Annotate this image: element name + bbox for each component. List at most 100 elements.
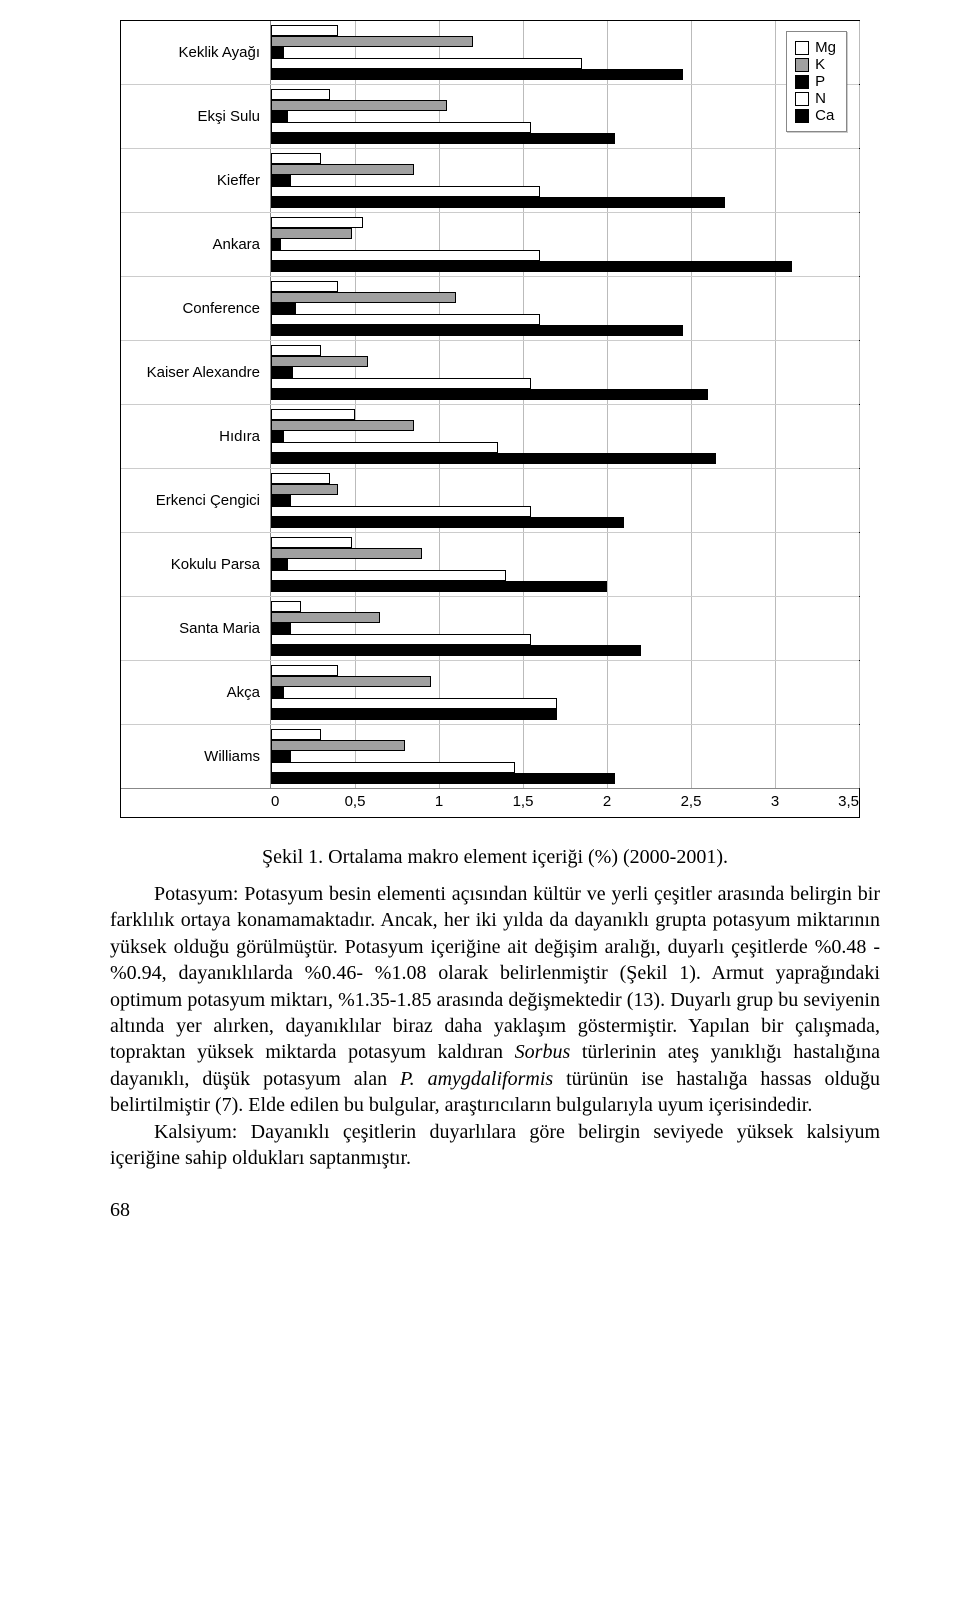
chart-category: Williams [121,724,859,788]
category-bars [271,85,859,148]
bar-ca [271,325,683,336]
category-bars [271,21,859,84]
body-text: Potasyum: Potasyum besin elementi açısın… [110,881,880,1171]
bar-n [271,762,515,773]
category-label: Keklik Ayağı [121,21,271,84]
bar-k [271,676,431,687]
category-bars [271,597,859,660]
bar-k [271,228,352,239]
bar-k [271,548,422,559]
legend-label: P [815,74,825,89]
chart-category: Kokulu Parsa [121,532,859,596]
category-label: Akça [121,661,271,724]
chart-category: Ankara [121,212,859,276]
legend-swatch [795,41,809,55]
chart-x-axis: 00,511,522,533,5 [121,788,859,817]
bar-mg [271,25,338,36]
bar-n [271,442,498,453]
x-tick: 3 [771,793,779,810]
bar-k [271,292,456,303]
chart-category: Akça [121,660,859,724]
bar-p [271,559,288,570]
legend-swatch [795,109,809,123]
legend-swatch [795,92,809,106]
category-label: Williams [121,725,271,788]
chart-category: Kieffer [121,148,859,212]
legend-item: P [795,74,836,89]
legend-item: N [795,91,836,106]
chart-category: Kaiser Alexandre [121,340,859,404]
bar-ca [271,773,615,784]
bar-ca [271,517,624,528]
bar-p [271,495,291,506]
legend-swatch [795,58,809,72]
bar-ca [271,645,641,656]
bar-n [271,634,531,645]
bar-ca [271,709,557,720]
bar-mg [271,537,352,548]
bar-k [271,356,368,367]
x-tick: 3,5 [838,793,859,810]
bar-n [271,378,531,389]
bar-mg [271,665,338,676]
bar-mg [271,409,355,420]
bar-p [271,111,288,122]
chart-category: Santa Maria [121,596,859,660]
category-label: Ekşi Sulu [121,85,271,148]
bar-mg [271,217,363,228]
category-bars [271,725,859,788]
bar-ca [271,261,792,272]
x-tick: 1 [435,793,443,810]
category-bars [271,405,859,468]
bar-ca [271,69,683,80]
bar-mg [271,601,301,612]
chart-category: Hıdıra [121,404,859,468]
bar-mg [271,345,321,356]
category-label: Erkenci Çengici [121,469,271,532]
bar-n [271,314,540,325]
bar-mg [271,729,321,740]
legend-swatch [795,75,809,89]
bar-p [271,367,293,378]
bar-p [271,751,291,762]
bar-p [271,303,296,314]
paragraph-potassium: Potasyum: Potasyum besin elementi açısın… [110,881,880,1119]
bar-ca [271,389,708,400]
bar-mg [271,473,330,484]
category-label: Hıdıra [121,405,271,468]
category-label: Kaiser Alexandre [121,341,271,404]
bar-p [271,47,284,58]
category-bars [271,341,859,404]
bar-mg [271,153,321,164]
category-label: Ankara [121,213,271,276]
category-bars [271,533,859,596]
bar-n [271,506,531,517]
x-tick: 2,5 [681,793,702,810]
category-bars [271,661,859,724]
chart-category: Keklik Ayağı [121,21,859,84]
category-bars [271,277,859,340]
bar-k [271,100,447,111]
legend-item: K [795,57,836,72]
bar-k [271,164,414,175]
figure-caption: Şekil 1. Ortalama makro element içeriği … [110,846,880,869]
legend-item: Ca [795,108,836,123]
chart-category: Erkenci Çengici [121,468,859,532]
bar-p [271,623,291,634]
chart-legend: Mg KPN Ca [786,31,847,132]
bar-k [271,740,405,751]
category-bars [271,149,859,212]
bar-p [271,239,281,250]
bar-ca [271,453,716,464]
x-tick: 1,5 [513,793,534,810]
macro-element-chart: Mg KPN Ca Keklik AyağıEkşi SuluKiefferAnka… [120,20,860,818]
category-bars [271,469,859,532]
bar-mg [271,89,330,100]
legend-item: Mg [795,40,836,55]
legend-label: Ca [815,108,834,123]
legend-label: K [815,57,825,72]
bar-n [271,570,506,581]
bar-k [271,420,414,431]
category-label: Kokulu Parsa [121,533,271,596]
bar-n [271,250,540,261]
